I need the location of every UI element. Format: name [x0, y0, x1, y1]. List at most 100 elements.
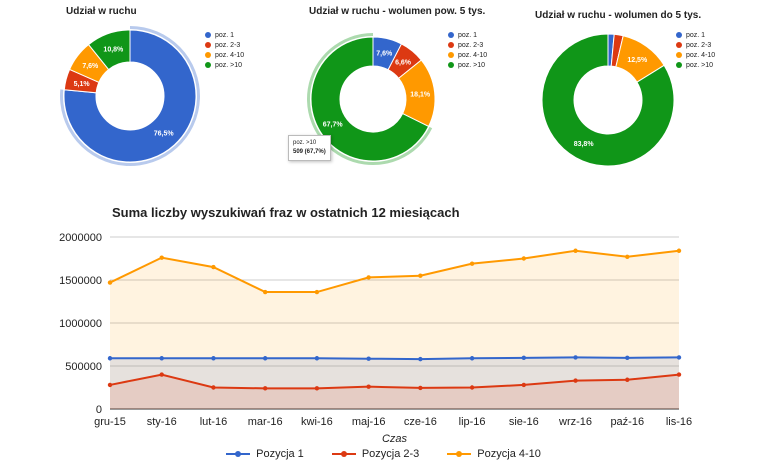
donut-chart-1[interactable]: 76,5% 5,1% 7,6% 10,8%: [0, 0, 255, 190]
data-point[interactable]: [262, 289, 268, 295]
legend-label: poz. >10: [458, 61, 486, 69]
data-point[interactable]: [676, 372, 682, 377]
x-tick-label: maj-16: [352, 416, 386, 428]
legend-label: poz. >10: [686, 61, 714, 69]
data-point[interactable]: [211, 385, 216, 390]
legend-dot-icon: [205, 62, 211, 68]
x-tick-label: wrz-16: [558, 416, 592, 428]
slice-label-2-4: 67,7%: [323, 122, 344, 129]
legend-item[interactable]: poz. 2-3: [205, 40, 244, 50]
data-point[interactable]: [418, 273, 423, 278]
donut-chart-2[interactable]: 7,6%6,6% 18,1% 67,7%: [255, 0, 511, 190]
donut-legend-2: poz. 1 poz. 2-3 poz. 4-10 poz. >10: [448, 30, 487, 70]
data-point[interactable]: [469, 385, 475, 390]
donut-slice-1-4[interactable]: [87, 29, 131, 71]
data-point[interactable]: [366, 384, 371, 389]
donut-slice-2-4[interactable]: [310, 36, 430, 162]
legend-dot-icon: [448, 32, 454, 38]
legend-label: poz. 1: [686, 31, 706, 39]
data-point[interactable]: [573, 355, 578, 360]
legend-item[interactable]: poz. 4-10: [676, 50, 715, 60]
legend-line-icon: [447, 451, 472, 457]
data-point[interactable]: [676, 248, 682, 253]
legend-label: poz. >10: [215, 61, 243, 69]
donut-title-2: Udział w ruchu - wolumen pow. 5 tys.: [309, 6, 486, 17]
legend-label: poz. 2-3: [215, 41, 241, 49]
line-legend-item[interactable]: Pozycja 4-10: [447, 448, 541, 460]
donut-title-3: Udział w ruchu - wolumen do 5 tys.: [535, 10, 702, 21]
data-point[interactable]: [625, 355, 630, 361]
line-chart[interactable]: 0 500000 1000000 1500000 2000000 gru-15 sty-16…: [0, 195, 767, 445]
legend-item[interactable]: poz. 4-10: [448, 50, 487, 60]
legend-item[interactable]: poz. 1: [676, 30, 715, 40]
donut-slice-1-1[interactable]: [63, 29, 197, 163]
data-point[interactable]: [573, 378, 578, 383]
x-tick-label: kwi-16: [301, 416, 333, 428]
donut-panel-2: Udział w ruchu - wolumen pow. 5 tys. 7,6…: [255, 0, 511, 190]
data-point[interactable]: [211, 356, 216, 361]
line-legend-item[interactable]: Pozycja 2-3: [331, 448, 420, 460]
data-point[interactable]: [107, 356, 113, 361]
legend-label: poz. 2-3: [458, 41, 484, 49]
data-point[interactable]: [314, 386, 320, 391]
legend-item[interactable]: poz. 4-10: [205, 50, 244, 60]
legend-label: poz. 1: [215, 31, 235, 39]
data-point[interactable]: [262, 356, 268, 361]
legend-line-icon: [226, 451, 251, 457]
data-point[interactable]: [676, 355, 682, 360]
data-point[interactable]: [211, 264, 216, 270]
data-point[interactable]: [573, 248, 578, 253]
data-point[interactable]: [366, 275, 371, 280]
data-point[interactable]: [366, 356, 371, 361]
donut-chart-3[interactable]: 12,5% 83,8%: [511, 0, 767, 190]
x-tick-label: sie-16: [509, 416, 539, 428]
data-point[interactable]: [107, 280, 113, 285]
legend-dot-icon: [676, 32, 682, 38]
data-point[interactable]: [469, 356, 475, 361]
legend-item[interactable]: poz. 2-3: [448, 40, 487, 50]
data-point[interactable]: [521, 355, 527, 361]
data-point[interactable]: [418, 385, 423, 391]
legend-item[interactable]: poz. >10: [448, 60, 487, 70]
data-point[interactable]: [469, 261, 475, 266]
x-tick-label: lut-16: [200, 416, 228, 428]
data-point[interactable]: [625, 254, 630, 259]
legend-item[interactable]: poz. >10: [676, 60, 715, 70]
y-tick-label: 1000000: [59, 318, 102, 330]
data-point[interactable]: [521, 382, 527, 388]
donut-slice-3-4[interactable]: [541, 33, 675, 167]
data-point[interactable]: [521, 256, 527, 261]
line-legend: Pozycja 1 Pozycja 2-3 Pozycja 4-10: [0, 448, 767, 460]
legend-item[interactable]: poz. >10: [205, 60, 244, 70]
slice-label-3-4: 83,8%: [574, 141, 595, 148]
legend-label: poz. 1: [458, 31, 478, 39]
data-point[interactable]: [159, 255, 164, 260]
data-point[interactable]: [159, 372, 164, 377]
x-tick-label: gru-15: [94, 416, 126, 428]
donut-title-1: Udział w ruchu: [66, 6, 137, 17]
legend-dot-icon: [448, 42, 454, 48]
x-axis-label: Czas: [382, 433, 408, 445]
tooltip-label: poz. >10: [293, 140, 317, 146]
area-series-2: [110, 374, 679, 409]
data-point[interactable]: [159, 356, 164, 361]
data-point[interactable]: [418, 356, 423, 362]
data-point[interactable]: [262, 386, 268, 391]
legend-item[interactable]: poz. 2-3: [676, 40, 715, 50]
line-legend-item[interactable]: Pozycja 1: [226, 448, 304, 460]
data-point[interactable]: [625, 377, 630, 382]
data-point[interactable]: [314, 356, 320, 361]
legend-dot-icon: [676, 42, 682, 48]
donut-legend-1: poz. 1 poz. 2-3 poz. 4-10 poz. >10: [205, 30, 244, 70]
line-series-3[interactable]: [109, 249, 680, 294]
data-point[interactable]: [314, 289, 320, 295]
data-point[interactable]: [107, 382, 113, 388]
y-tick-label: 500000: [65, 361, 102, 373]
legend-item[interactable]: poz. 1: [205, 30, 244, 40]
line-legend-label: Pozycja 1: [256, 448, 304, 460]
legend-item[interactable]: poz. 1: [448, 30, 487, 40]
line-legend-label: Pozycja 2-3: [361, 448, 420, 460]
line-series-1[interactable]: [110, 356, 680, 361]
line-series-2[interactable]: [109, 373, 680, 390]
donut-panel-3: Udział w ruchu - wolumen do 5 tys. 12,5%…: [511, 0, 767, 190]
